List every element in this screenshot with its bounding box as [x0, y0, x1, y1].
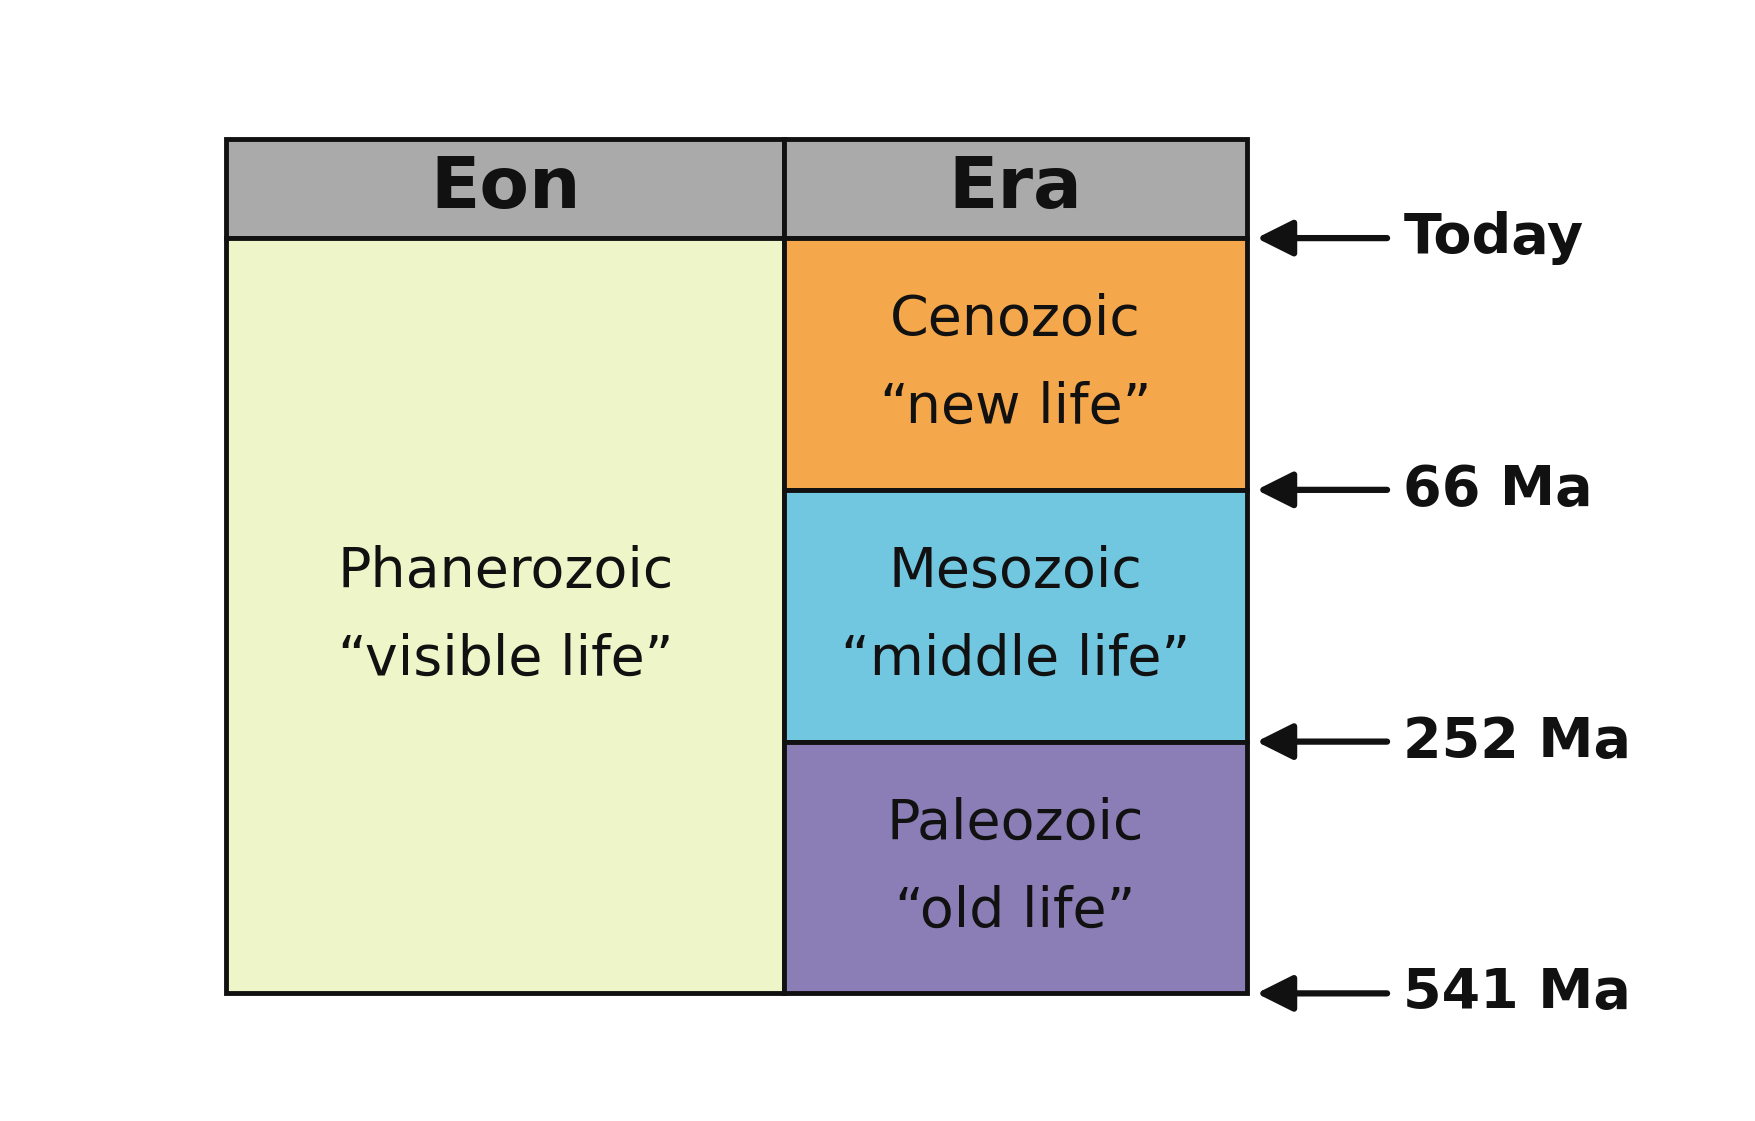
Text: Era: Era — [948, 154, 1081, 223]
Text: Paleozoic
“old life”: Paleozoic “old life” — [886, 797, 1144, 938]
Bar — [226, 238, 784, 993]
Text: Phanerozoic
“visible life”: Phanerozoic “visible life” — [337, 545, 674, 686]
Bar — [784, 742, 1246, 993]
Bar — [784, 139, 1246, 238]
Text: 252 Ma: 252 Ma — [1402, 714, 1630, 769]
Bar — [784, 238, 1246, 490]
Text: Cenozoic
“new life”: Cenozoic “new life” — [879, 294, 1151, 435]
Text: 66 Ma: 66 Ma — [1402, 463, 1592, 517]
Bar — [784, 490, 1246, 742]
Text: Mesozoic
“middle life”: Mesozoic “middle life” — [841, 545, 1190, 686]
Text: 541 Ma: 541 Ma — [1402, 966, 1630, 1020]
Text: Eon: Eon — [430, 154, 581, 223]
Text: Today: Today — [1402, 211, 1583, 265]
Bar — [226, 139, 784, 238]
